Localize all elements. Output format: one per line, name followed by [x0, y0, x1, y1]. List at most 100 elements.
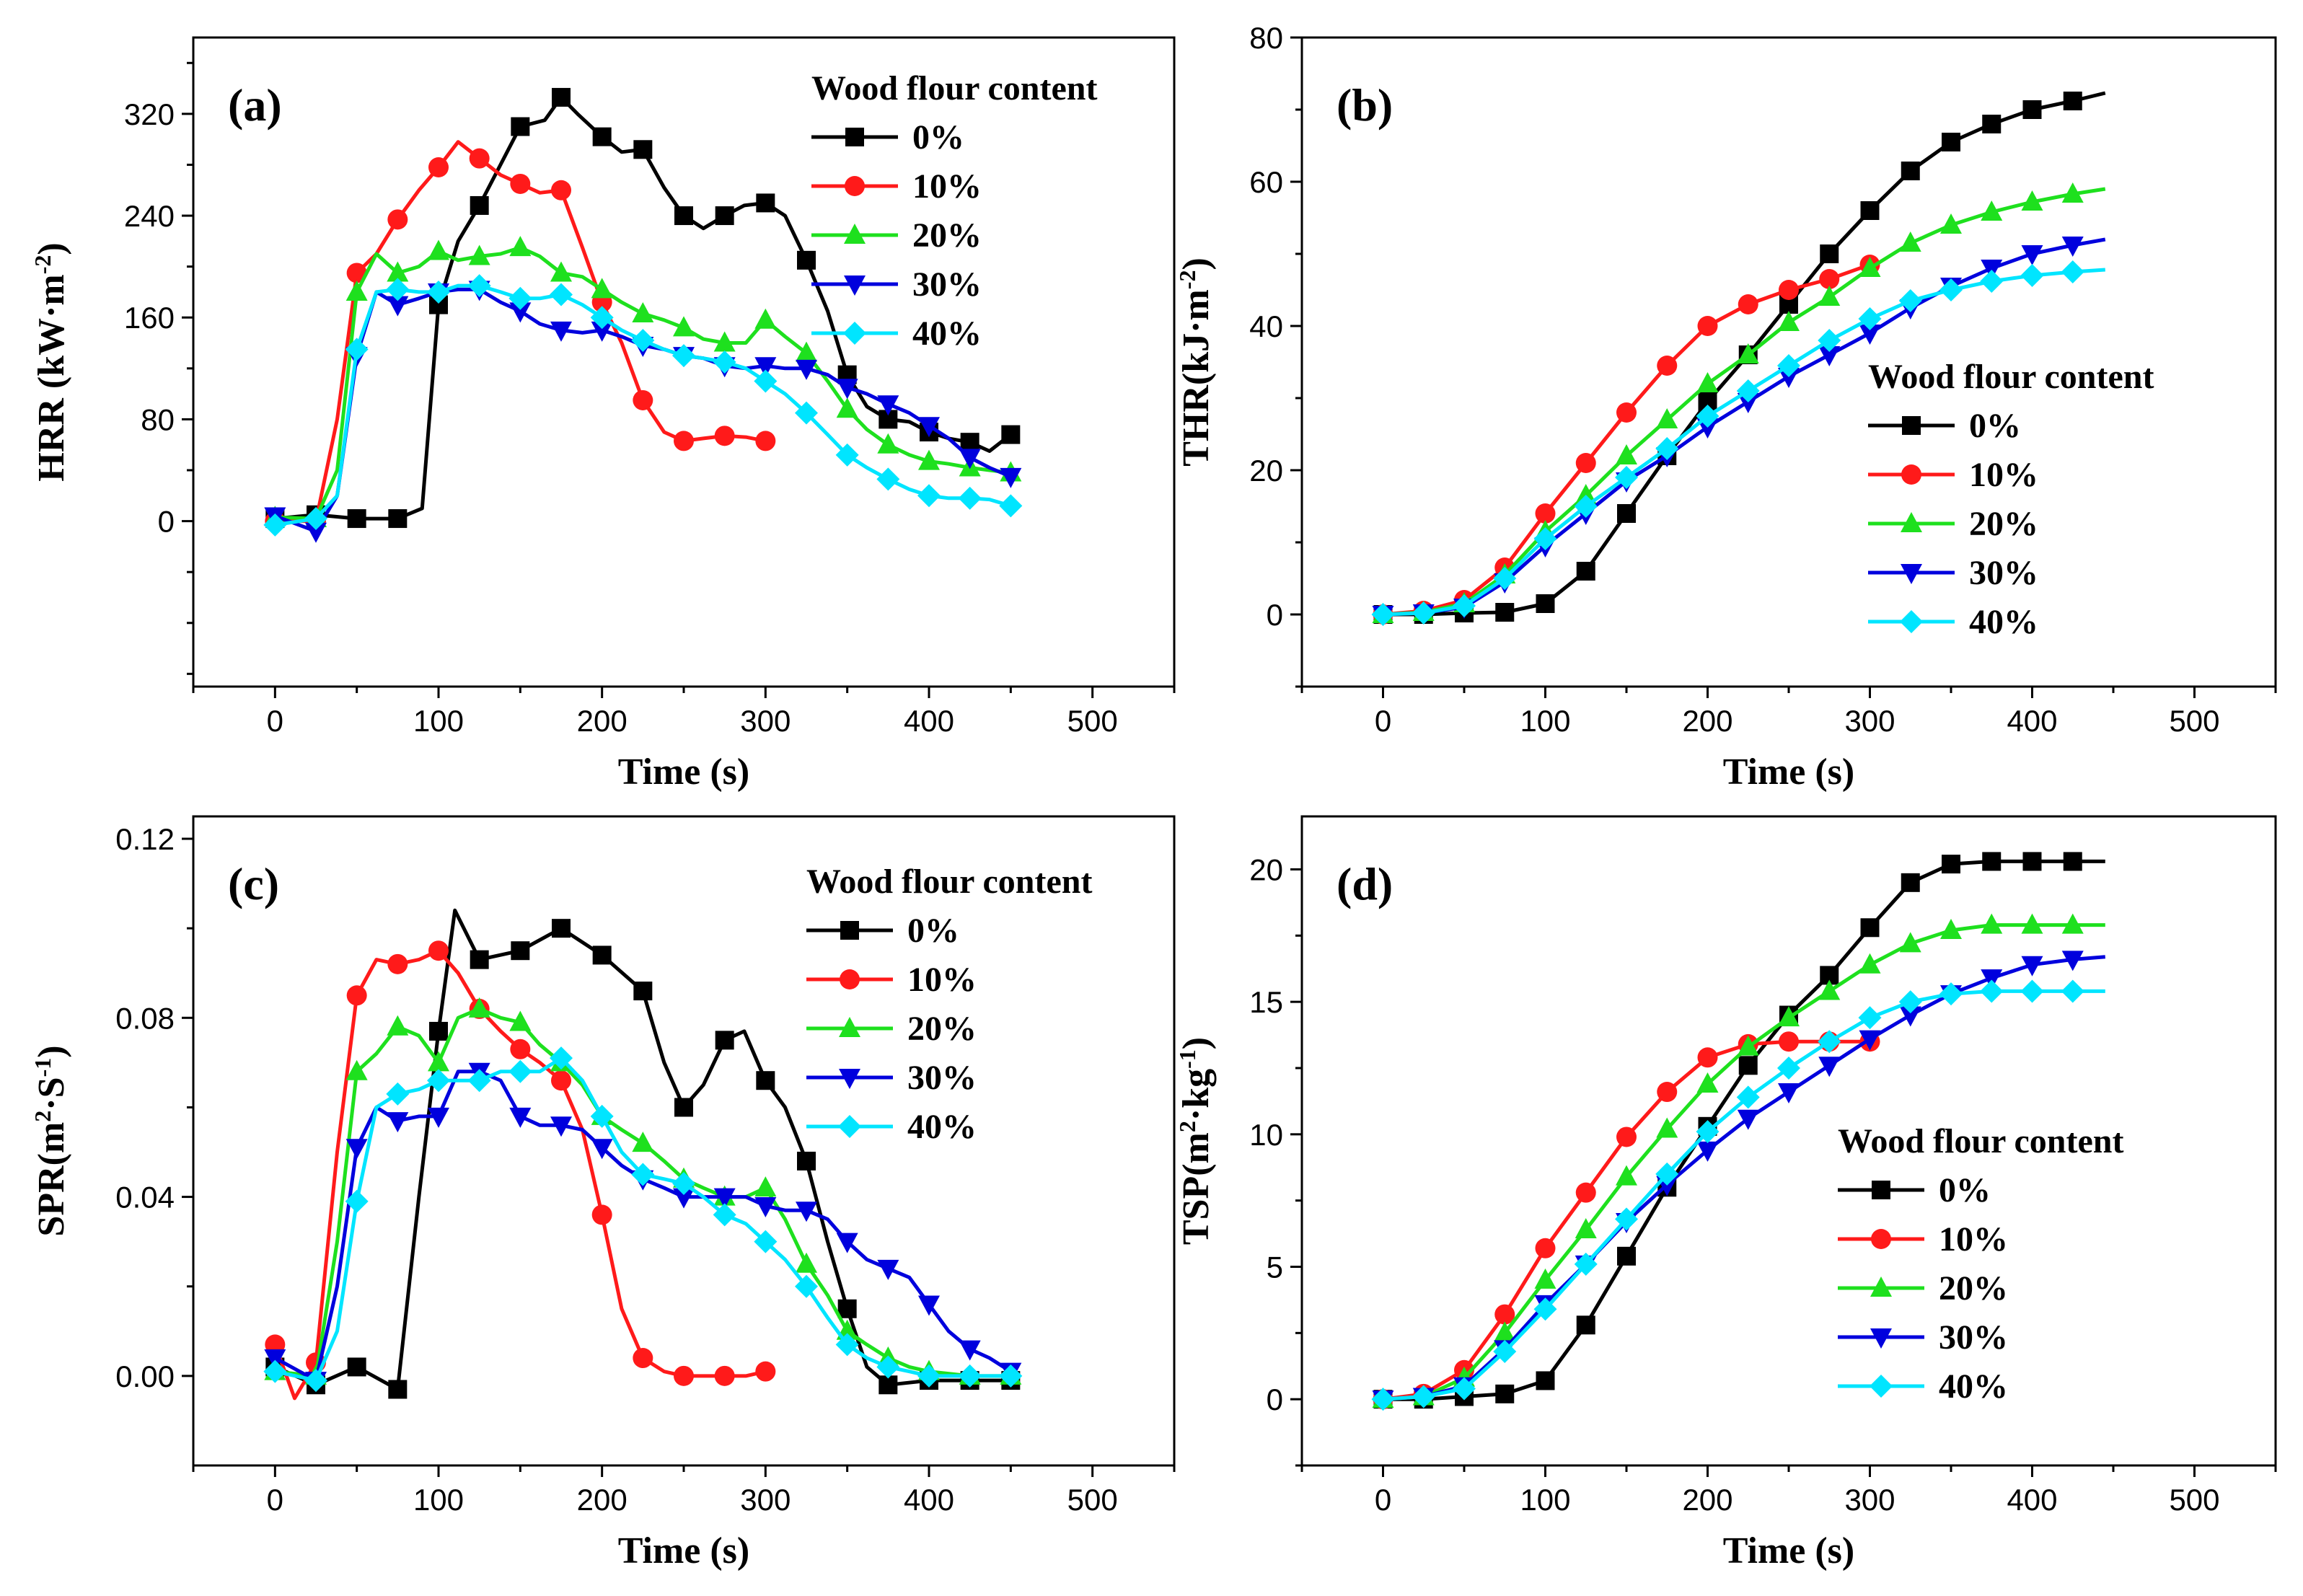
data-point: [1453, 594, 1476, 617]
data-point: [631, 329, 655, 352]
data-point: [755, 1361, 776, 1382]
data-point: [632, 1132, 654, 1152]
data-point: [264, 1349, 286, 1370]
data-point: [591, 1204, 612, 1225]
data-point: [1617, 1246, 1636, 1266]
data-point: [590, 306, 614, 330]
x-tick-label: 400: [2007, 704, 2057, 738]
data-point: [1940, 918, 1962, 939]
y-axis-title-part: ): [1176, 1037, 1217, 1049]
data-point: [1981, 913, 2003, 934]
series-0%: [265, 908, 1021, 1399]
panel-label: (c): [228, 858, 279, 909]
data-point: [713, 1203, 736, 1227]
data-point: [1535, 503, 1556, 524]
data-point: [674, 431, 694, 451]
series-line: [275, 245, 1011, 521]
data-point: [1736, 1085, 1760, 1109]
legend-marker: [1871, 1229, 1891, 1249]
legend-label: 10%: [912, 167, 982, 206]
data-point: [1493, 567, 1517, 590]
data-point: [1736, 379, 1760, 402]
data-point: [1859, 1030, 1881, 1051]
x-tick-label: 0: [1375, 704, 1391, 738]
series-10%: [265, 940, 776, 1401]
data-point: [1737, 393, 1759, 413]
data-point: [2021, 245, 2043, 265]
data-point: [1939, 278, 1963, 301]
data-point: [633, 1348, 653, 1369]
y-axis-title-part: -2: [1174, 270, 1200, 290]
y-axis-title-part: ): [31, 1045, 72, 1057]
legend-label: 0%: [912, 118, 964, 156]
data-point: [429, 1021, 448, 1041]
series-20%: [264, 236, 1022, 528]
y-tick-label: 60: [1249, 165, 1283, 199]
legend-marker: [840, 921, 859, 940]
data-point: [672, 1171, 695, 1195]
data-point: [1616, 1127, 1637, 1147]
data-point: [1615, 1207, 1638, 1231]
data-point: [754, 1197, 777, 1217]
x-tick-label: 400: [904, 1483, 954, 1517]
data-point: [1656, 1117, 1678, 1138]
panel-b: 0 100 200 300 400 500 0 20 40 60 80 Time (s) THR(kJ·…: [1174, 21, 2277, 793]
x-tick-label: 100: [413, 1483, 464, 1517]
data-point: [1696, 1072, 1719, 1093]
data-point: [2061, 237, 2084, 257]
data-point: [754, 1230, 778, 1253]
panel-d: 0 100 200 300 400 500 0 5 10 15 20 Time (s) TSP(m2·k…: [1174, 815, 2277, 1571]
data-point: [428, 1051, 449, 1072]
data-point: [2020, 979, 2044, 1003]
y-tick-label: 10: [1249, 1118, 1283, 1152]
data-point: [918, 417, 940, 438]
series-40%: [1371, 979, 2105, 1411]
x-axis-title: Time (s): [618, 751, 749, 793]
y-axis-title-part: ·S: [31, 1077, 72, 1110]
legend-marker: [1900, 610, 1923, 633]
data-point: [755, 431, 776, 451]
data-point: [958, 486, 982, 510]
plot-frame: [1300, 815, 2277, 1467]
data-point: [836, 397, 858, 418]
y-tick-label: 5: [1267, 1250, 1283, 1284]
data-point: [1860, 918, 1880, 938]
data-point: [1818, 346, 1841, 366]
series-line: [274, 1070, 1012, 1383]
y-tick-label: 0.08: [115, 1001, 175, 1035]
data-point: [1696, 372, 1719, 392]
data-point: [1453, 1377, 1476, 1401]
legend-label: 30%: [907, 1059, 977, 1097]
data-point: [1778, 1006, 1800, 1027]
data-point: [1615, 466, 1638, 489]
data-point: [2063, 92, 2082, 110]
data-point: [387, 296, 409, 317]
data-point: [1655, 437, 1679, 460]
data-point: [388, 509, 408, 529]
legend-title: Wood flour content: [811, 69, 1097, 107]
data-point: [918, 449, 940, 470]
data-point: [388, 1380, 408, 1399]
data-point: [1859, 953, 1881, 974]
data-point: [1980, 979, 2004, 1003]
y-tick-label: 0: [1267, 1383, 1283, 1416]
data-point: [428, 940, 449, 961]
data-point: [754, 357, 777, 378]
data-point: [510, 173, 531, 194]
data-point: [345, 280, 368, 301]
data-point: [2022, 100, 2042, 119]
data-point: [387, 261, 409, 282]
data-point: [1820, 244, 1839, 263]
data-point: [305, 522, 327, 543]
data-point: [754, 1176, 777, 1197]
data-point: [304, 1369, 327, 1393]
data-point: [835, 1333, 859, 1357]
data-point: [1859, 325, 1881, 345]
data-point: [509, 1107, 532, 1128]
data-point: [345, 338, 369, 361]
x-axis-title: Time (s): [1723, 751, 1854, 793]
data-point: [1535, 1238, 1556, 1258]
data-point: [1981, 969, 2003, 990]
series-line: [274, 287, 1012, 534]
x-tick-label: 200: [1682, 704, 1732, 738]
